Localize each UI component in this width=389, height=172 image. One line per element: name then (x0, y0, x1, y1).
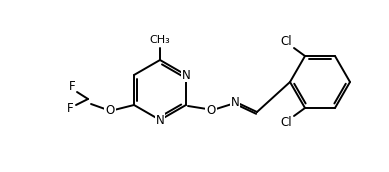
Text: F: F (67, 103, 74, 116)
Text: Cl: Cl (280, 116, 292, 130)
Text: Cl: Cl (280, 35, 292, 47)
Text: O: O (105, 105, 115, 117)
Text: N: N (182, 68, 190, 82)
Text: O: O (206, 104, 216, 116)
Text: F: F (69, 79, 75, 93)
Text: CH₃: CH₃ (150, 35, 170, 45)
Text: N: N (156, 114, 165, 126)
Text: N: N (231, 95, 239, 109)
